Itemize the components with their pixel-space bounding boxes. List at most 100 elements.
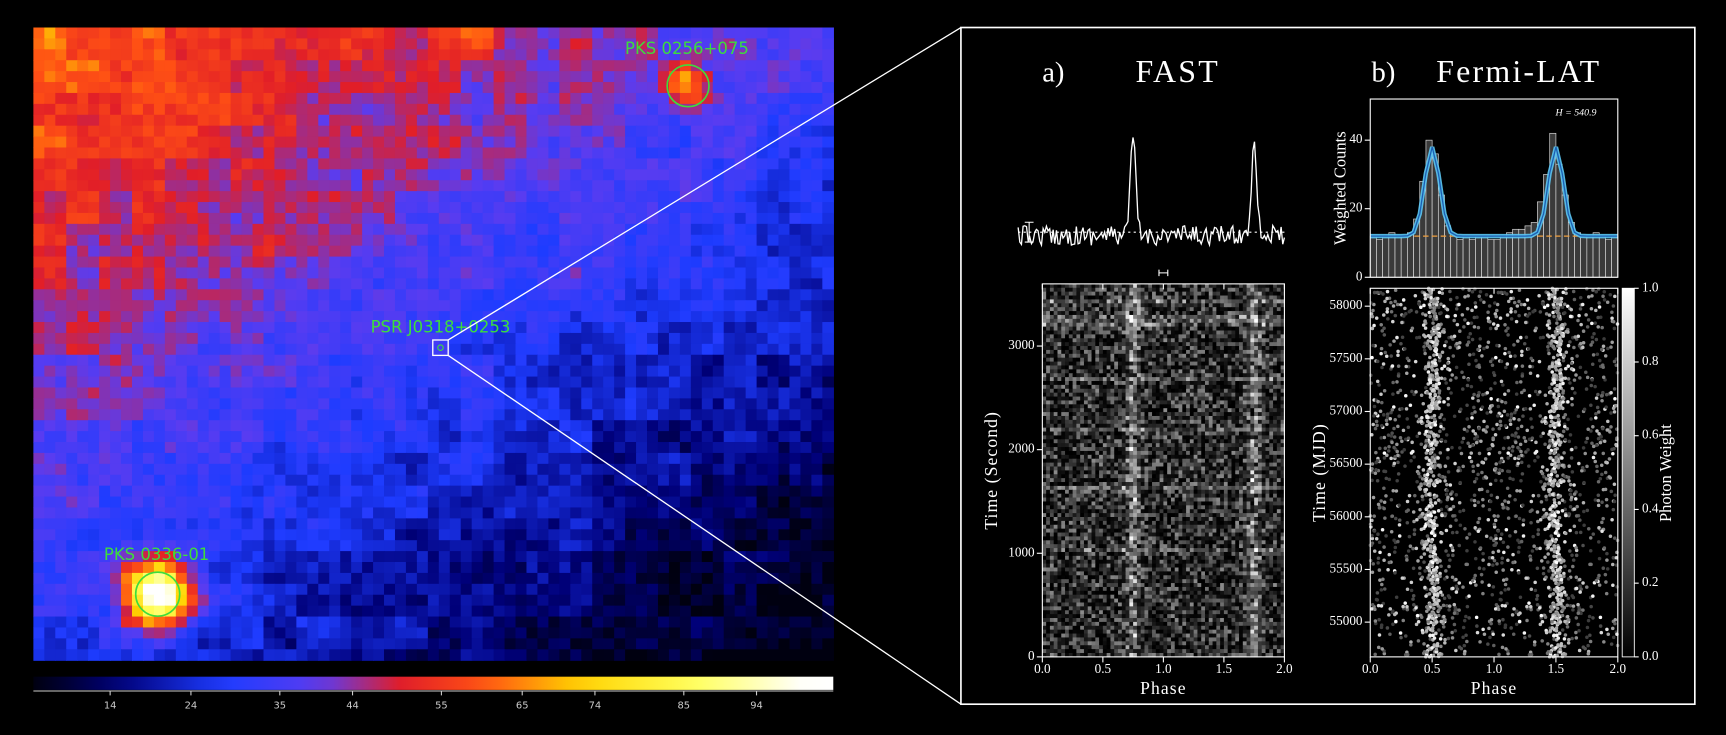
- map-pixel: [416, 627, 429, 640]
- phaseogram-cell: [1242, 291, 1248, 296]
- map-pixel: [778, 223, 791, 236]
- map-pixel: [603, 442, 615, 454]
- map-pixel: [296, 496, 308, 509]
- map-pixel: [723, 572, 736, 585]
- map-pixel: [712, 409, 725, 421]
- map-pixel: [77, 409, 89, 421]
- map-pixel: [142, 605, 155, 618]
- map-pixel: [307, 365, 319, 378]
- map-pixel: [449, 245, 462, 258]
- map-pixel: [186, 616, 199, 629]
- map-pixel: [701, 147, 714, 160]
- phaseogram-cell: [1197, 322, 1202, 328]
- map-pixel: [559, 311, 571, 323]
- map-pixel: [756, 485, 769, 498]
- map-pixel: [581, 562, 593, 574]
- map-pixel: [99, 420, 111, 432]
- map-pixel: [33, 354, 45, 367]
- map-pixel: [362, 485, 374, 498]
- map-pixel: [668, 103, 681, 116]
- map-pixel: [482, 431, 495, 443]
- map-pixel: [362, 638, 374, 650]
- map-pixel: [778, 92, 791, 105]
- map-pixel: [33, 278, 45, 290]
- phaseogram-cell: [1170, 322, 1176, 328]
- map-pixel: [811, 365, 823, 378]
- map-pixel: [647, 191, 659, 203]
- phaseogram-cell: [1269, 311, 1274, 316]
- map-pixel: [66, 452, 78, 465]
- map-pixel: [548, 583, 561, 596]
- map-pixel: [274, 169, 287, 181]
- map-pixel: [416, 507, 429, 520]
- map-pixel: [274, 234, 287, 247]
- map-pixel: [351, 496, 363, 509]
- map-pixel: [526, 583, 539, 596]
- map-pixel: [603, 49, 615, 61]
- map-pixel: [142, 223, 155, 236]
- map-pixel: [668, 278, 681, 290]
- panel-title: FAST: [1135, 54, 1219, 89]
- map-pixel: [131, 212, 144, 225]
- map-pixel: [526, 158, 539, 170]
- phaseogram-cell: [1276, 307, 1282, 312]
- map-pixel: [197, 92, 210, 105]
- map-pixel: [789, 387, 802, 400]
- map-pixel: [351, 82, 363, 94]
- phaseogram-cell: [1076, 318, 1081, 324]
- map-pixel: [482, 114, 495, 127]
- map-pixel: [449, 649, 462, 661]
- map-pixel: [712, 158, 725, 170]
- map-pixel: [438, 529, 451, 541]
- map-pixel: [438, 191, 451, 203]
- map-pixel: [756, 540, 769, 552]
- map-pixel: [307, 103, 319, 116]
- map-pixel: [33, 376, 45, 389]
- map-pixel: [449, 289, 462, 301]
- map-pixel: [252, 529, 265, 541]
- map-pixel: [789, 300, 802, 312]
- map-pixel: [241, 71, 254, 83]
- map-pixel: [756, 562, 769, 574]
- colorbar-tick-label: 55: [435, 700, 448, 711]
- map-pixel: [647, 125, 659, 138]
- map-pixel: [822, 387, 834, 400]
- map-pixel: [351, 649, 363, 661]
- map-pixel: [296, 245, 308, 258]
- map-pixel: [99, 27, 111, 40]
- map-pixel: [712, 387, 725, 400]
- map-pixel: [800, 125, 813, 138]
- phaseogram-cell: [1068, 322, 1074, 328]
- map-pixel: [186, 572, 199, 585]
- map-pixel: [504, 49, 517, 61]
- map-pixel: [471, 474, 484, 487]
- map-pixel: [351, 60, 363, 72]
- map-pixel: [230, 311, 243, 323]
- map-pixel: [811, 529, 823, 541]
- phaseogram-cell: [1121, 299, 1127, 304]
- map-pixel: [767, 38, 780, 50]
- map-pixel: [142, 289, 155, 301]
- map-pixel: [77, 376, 89, 389]
- map-pixel: [603, 234, 615, 247]
- map-pixel: [734, 82, 747, 94]
- map-pixel: [175, 496, 188, 509]
- map-pixel: [734, 638, 747, 650]
- map-pixel: [745, 267, 758, 280]
- map-pixel: [559, 289, 571, 301]
- map-pixel: [701, 322, 714, 334]
- map-pixel: [657, 343, 670, 356]
- map-pixel: [427, 147, 440, 160]
- map-pixel: [723, 278, 736, 290]
- map-pixel: [778, 256, 791, 269]
- map-pixel: [241, 49, 254, 61]
- map-pixel: [230, 638, 243, 650]
- map-pixel: [175, 169, 188, 181]
- phaseogram-cell: [1042, 287, 1047, 293]
- map-pixel: [208, 125, 221, 138]
- map-pixel: [679, 474, 692, 487]
- phaseogram-cell: [1083, 303, 1089, 308]
- map-pixel: [329, 147, 341, 160]
- phaseogram-cell: [1178, 322, 1183, 328]
